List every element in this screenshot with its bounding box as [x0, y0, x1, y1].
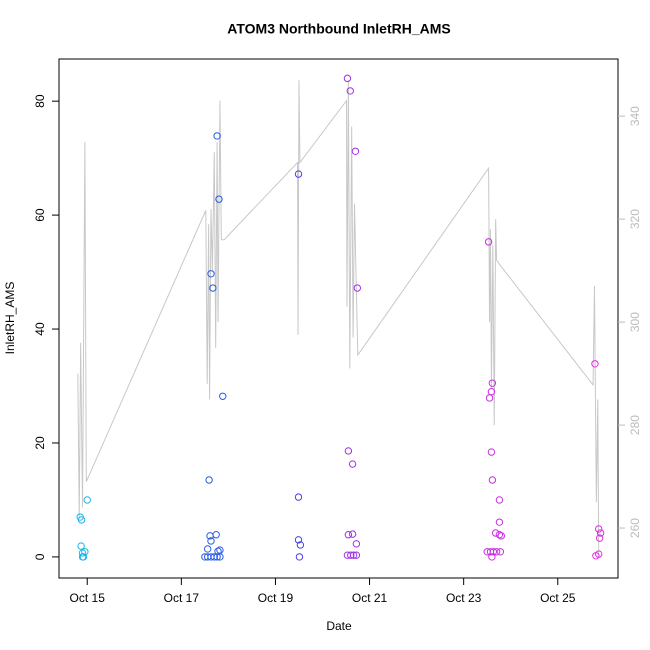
point — [492, 548, 501, 556]
point — [294, 493, 303, 501]
point — [219, 392, 227, 400]
point — [352, 551, 361, 559]
point — [484, 238, 493, 246]
y-axis-label: InletRH_AMS — [3, 282, 17, 355]
y-tick-label: 40 — [33, 322, 47, 336]
point — [294, 536, 303, 544]
point — [495, 496, 504, 504]
point — [294, 170, 303, 178]
point — [296, 541, 305, 549]
point — [346, 87, 354, 95]
point — [495, 531, 504, 539]
point — [77, 516, 86, 524]
point — [595, 550, 603, 558]
point — [497, 532, 506, 540]
point — [81, 548, 89, 556]
point — [77, 542, 85, 550]
y-tick-label: 0 — [33, 553, 47, 560]
plot-frame — [58, 58, 619, 579]
y2-tick-label: 280 — [628, 415, 642, 435]
point — [488, 379, 497, 387]
point — [348, 530, 357, 538]
point — [351, 147, 360, 155]
y2-tick-label: 260 — [628, 518, 642, 538]
point — [596, 529, 605, 537]
point — [207, 270, 215, 278]
y2-tick-label: 340 — [628, 106, 642, 126]
point — [79, 553, 88, 561]
point — [591, 360, 599, 368]
point — [349, 551, 358, 559]
point — [216, 546, 224, 554]
y-tick-label: 20 — [33, 436, 47, 450]
point — [344, 531, 353, 539]
x-tick-label: Oct 23 — [446, 591, 482, 605]
point — [595, 525, 603, 533]
x-tick-label: Oct 25 — [540, 591, 576, 605]
point — [348, 460, 357, 468]
point — [343, 74, 352, 83]
point — [488, 553, 496, 561]
point — [347, 551, 355, 559]
point — [295, 553, 304, 561]
y-tick-label: 80 — [33, 94, 47, 108]
chart-title: ATOM3 Northbound InletRH_AMS — [227, 21, 450, 37]
x-tick-label: Oct 19 — [258, 591, 294, 605]
point — [212, 531, 220, 539]
point — [491, 529, 500, 537]
point — [213, 553, 221, 561]
line — [77, 80, 600, 554]
point — [214, 547, 222, 555]
point — [209, 284, 217, 292]
point — [205, 476, 213, 484]
point — [595, 534, 604, 542]
x-tick-label: Oct 17 — [164, 591, 200, 605]
y2-tick-label: 300 — [628, 312, 642, 332]
point — [487, 448, 496, 456]
point — [352, 540, 361, 548]
point — [485, 394, 494, 402]
point — [344, 447, 353, 455]
point — [489, 548, 498, 556]
point — [215, 195, 223, 203]
x-axis-label: Date — [326, 619, 352, 633]
point — [496, 548, 505, 556]
point — [488, 476, 497, 484]
x-tick-label: Oct 15 — [70, 591, 106, 605]
point — [83, 496, 91, 504]
point — [353, 284, 362, 292]
point — [213, 132, 221, 140]
point — [495, 518, 504, 526]
point — [203, 545, 212, 553]
point — [210, 553, 218, 561]
point — [207, 537, 215, 545]
y2-tick-label: 320 — [628, 209, 642, 229]
x-tick-label: Oct 21 — [352, 591, 388, 605]
y-tick-label: 60 — [33, 208, 47, 222]
